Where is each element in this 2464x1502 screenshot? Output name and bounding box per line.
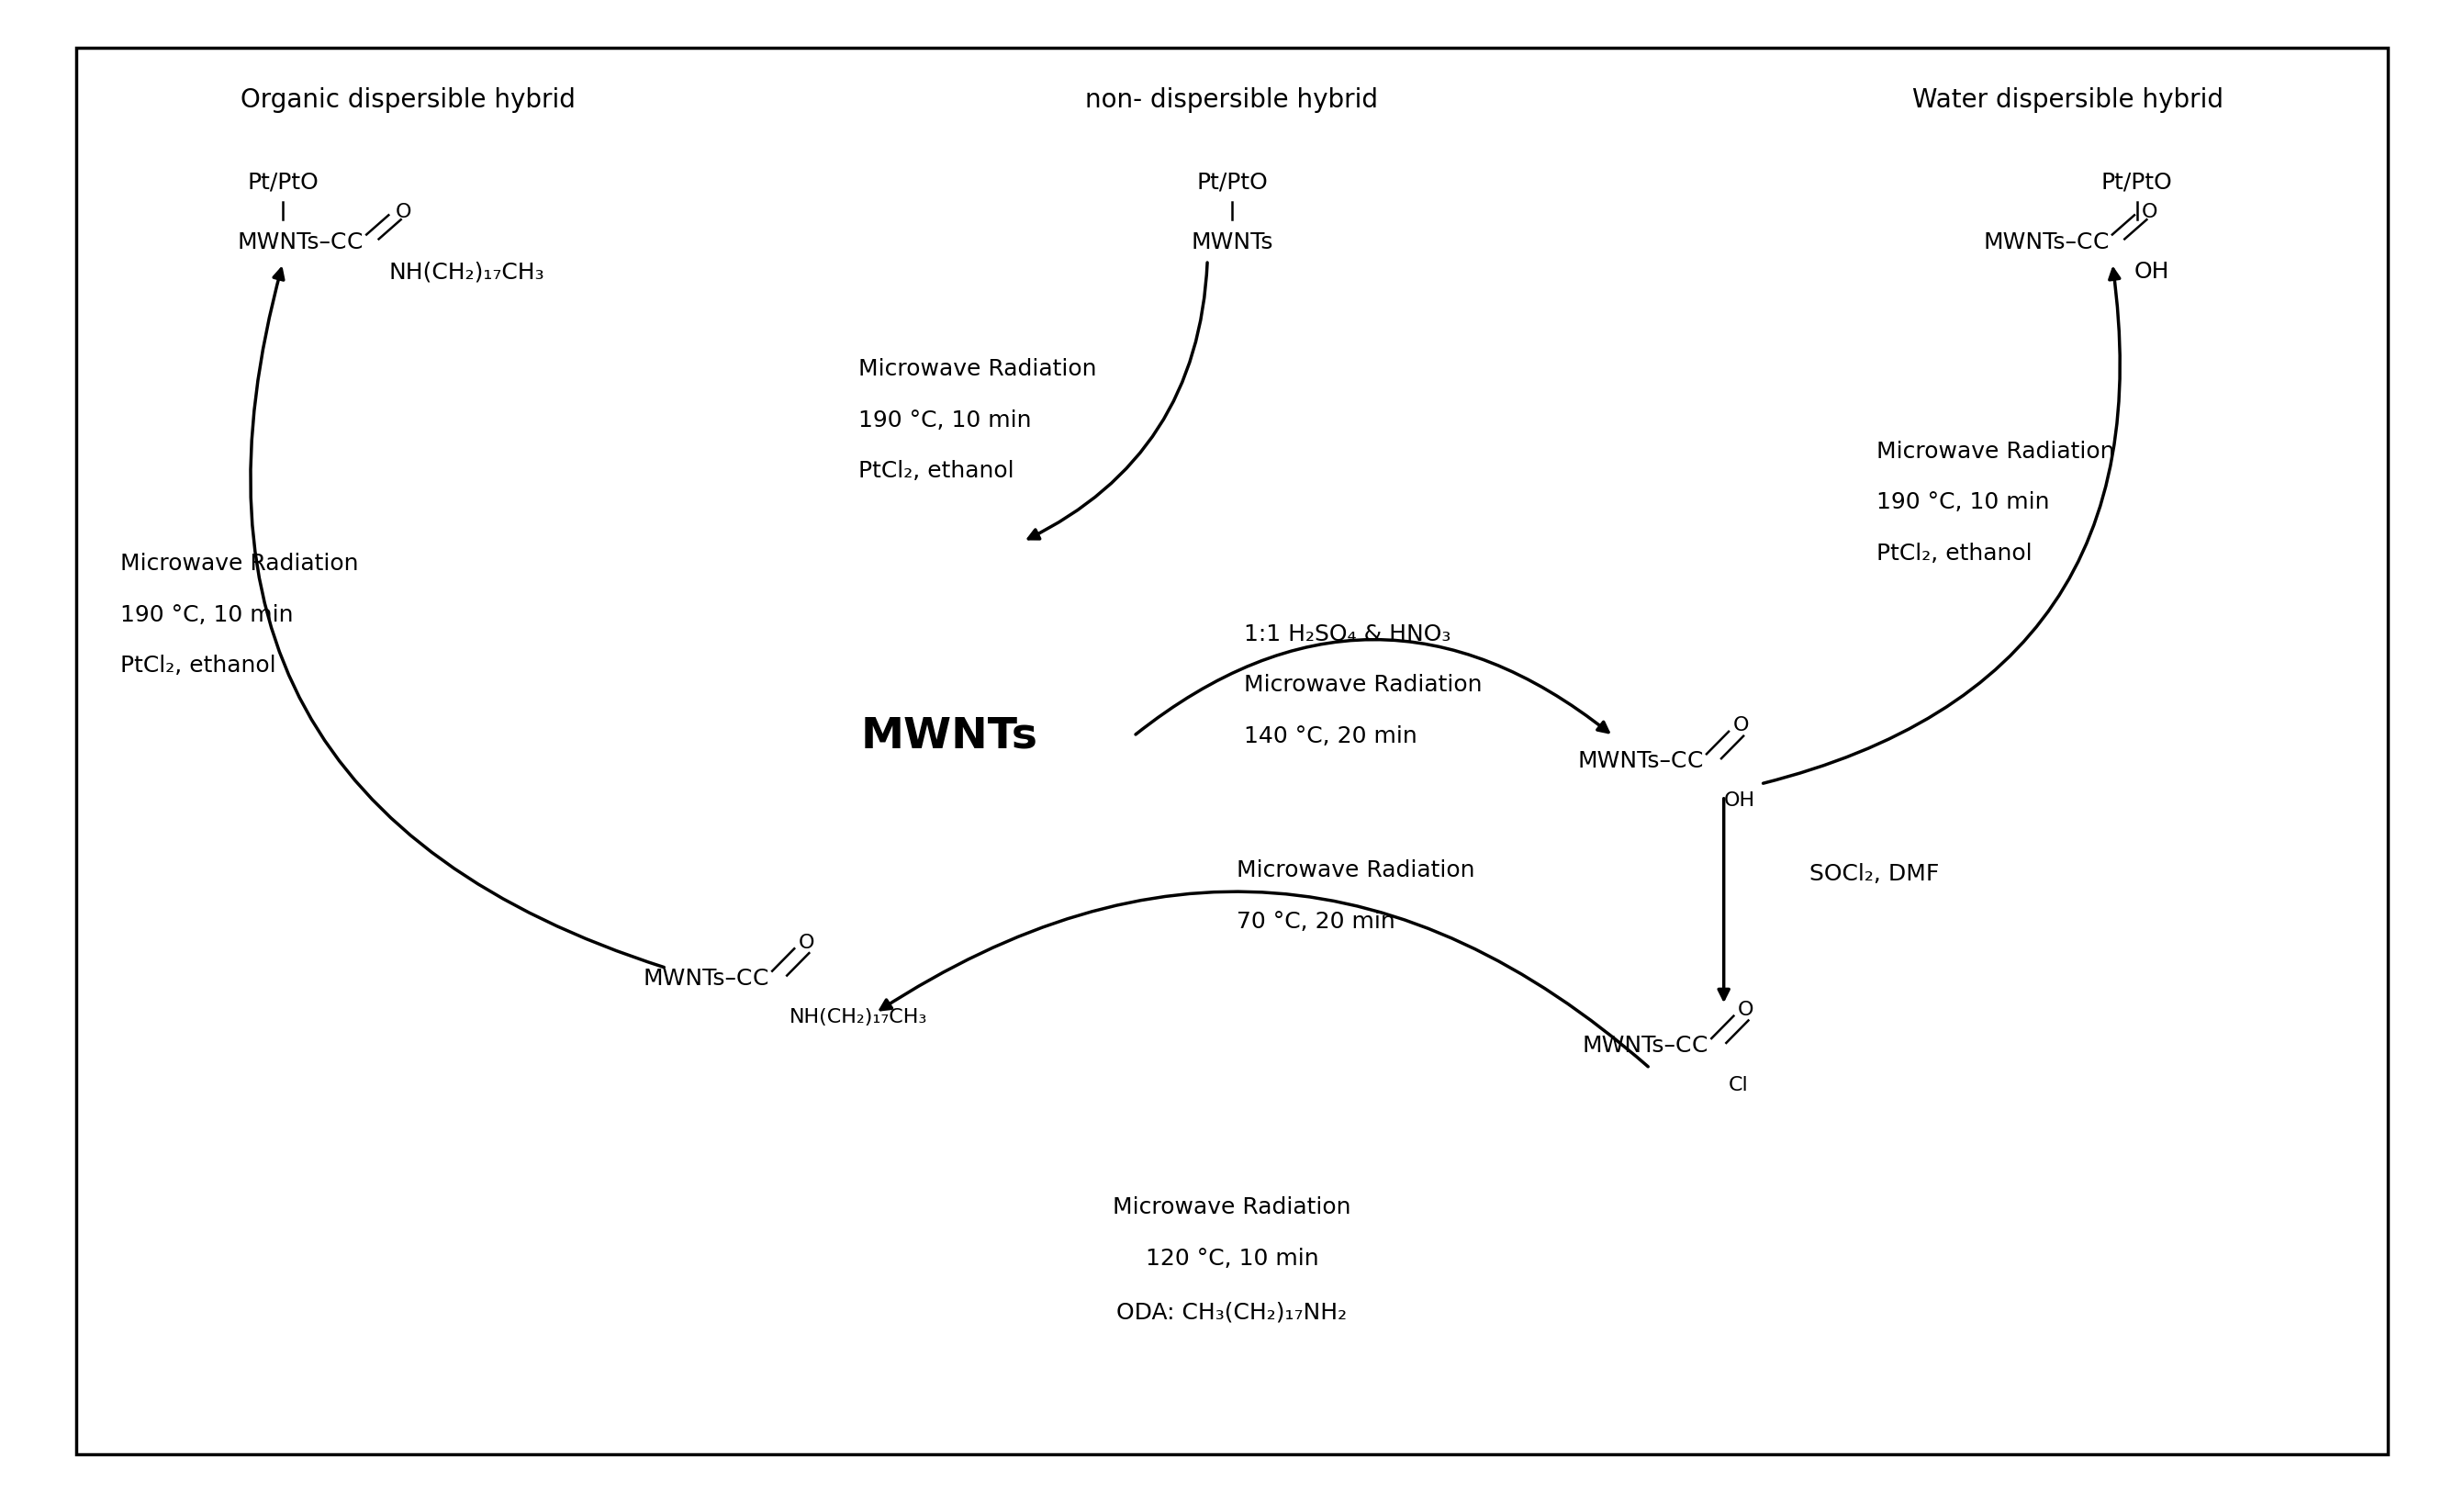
Text: NH(CH₂)₁₇CH₃: NH(CH₂)₁₇CH₃	[788, 1008, 926, 1027]
Text: MWNTs–C: MWNTs–C	[237, 231, 347, 252]
Text: 140 °C, 20 min: 140 °C, 20 min	[1244, 725, 1417, 746]
Text: PtCl₂, ethanol: PtCl₂, ethanol	[857, 460, 1015, 482]
Text: Organic dispersible hybrid: Organic dispersible hybrid	[241, 87, 577, 113]
Text: C: C	[752, 967, 769, 990]
Text: Microwave Radiation: Microwave Radiation	[1114, 1197, 1350, 1218]
Text: MWNTs: MWNTs	[1190, 231, 1274, 252]
FancyBboxPatch shape	[76, 48, 2388, 1454]
Text: 120 °C, 10 min: 120 °C, 10 min	[1146, 1248, 1318, 1269]
Text: C: C	[1688, 751, 1703, 772]
Text: 190 °C, 10 min: 190 °C, 10 min	[121, 604, 293, 626]
Text: Pt/PtO: Pt/PtO	[2102, 171, 2173, 194]
Text: Microwave Radiation: Microwave Radiation	[1237, 859, 1476, 882]
Text: MWNTs–C: MWNTs–C	[1577, 751, 1688, 772]
Text: C: C	[1693, 1035, 1708, 1057]
Text: Microwave Radiation: Microwave Radiation	[1244, 674, 1483, 695]
Text: Microwave Radiation: Microwave Radiation	[121, 553, 360, 575]
Text: Pt/PtO: Pt/PtO	[246, 171, 318, 194]
Text: Microwave Radiation: Microwave Radiation	[1875, 440, 2114, 463]
Text: MWNTs: MWNTs	[860, 715, 1037, 757]
Text: O: O	[1732, 716, 1749, 734]
Text: OH: OH	[1725, 792, 1754, 810]
Text: non- dispersible hybrid: non- dispersible hybrid	[1087, 87, 1377, 113]
Text: O: O	[798, 933, 816, 952]
Text: PtCl₂, ethanol: PtCl₂, ethanol	[1875, 542, 2033, 565]
Text: 190 °C, 10 min: 190 °C, 10 min	[1875, 491, 2050, 514]
Text: Microwave Radiation: Microwave Radiation	[857, 359, 1096, 380]
Text: O: O	[394, 203, 411, 221]
Text: O: O	[2141, 203, 2156, 221]
Text: ODA: CH₃(CH₂)₁₇NH₂: ODA: CH₃(CH₂)₁₇NH₂	[1116, 1301, 1348, 1323]
Text: NH(CH₂)₁₇CH₃: NH(CH₂)₁₇CH₃	[389, 261, 545, 282]
Text: 70 °C, 20 min: 70 °C, 20 min	[1237, 910, 1395, 933]
Text: OH: OH	[2134, 261, 2171, 282]
Text: PtCl₂, ethanol: PtCl₂, ethanol	[121, 655, 276, 677]
Text: C: C	[347, 231, 362, 252]
Text: C: C	[2092, 231, 2109, 252]
Text: MWNTs–C: MWNTs–C	[643, 967, 752, 990]
Text: Pt/PtO: Pt/PtO	[1198, 171, 1266, 194]
Text: 190 °C, 10 min: 190 °C, 10 min	[857, 409, 1032, 431]
Text: Water dispersible hybrid: Water dispersible hybrid	[1912, 87, 2223, 113]
Text: 1:1 H₂SO₄ & HNO₃: 1:1 H₂SO₄ & HNO₃	[1244, 623, 1451, 646]
Text: Cl: Cl	[1730, 1075, 1749, 1093]
Text: SOCl₂, DMF: SOCl₂, DMF	[1811, 862, 1939, 885]
Text: O: O	[1737, 1000, 1754, 1020]
Text: MWNTs–C: MWNTs–C	[1984, 231, 2092, 252]
Text: MWNTs–C: MWNTs–C	[1582, 1035, 1693, 1057]
